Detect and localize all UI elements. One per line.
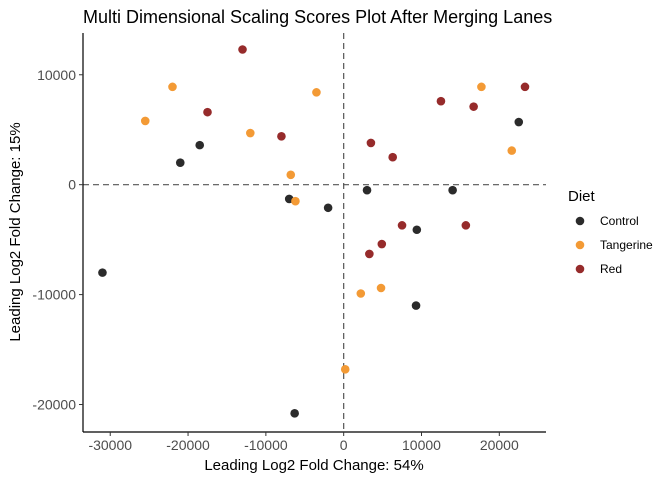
point-tangerine-5: [291, 196, 300, 206]
point-control-6: [323, 203, 333, 213]
legend-item-tangerine: Tangerine: [575, 238, 653, 252]
point-red-12: [461, 221, 471, 230]
point-red-8: [397, 221, 407, 230]
legend-marker: [575, 240, 585, 250]
x-tick-label: -10000: [244, 437, 288, 453]
point-control-5: [290, 409, 299, 418]
point-red-7: [377, 239, 387, 249]
point-red-5: [388, 152, 398, 162]
legend-marker: [575, 264, 585, 274]
y-axis-title: Leading Log2 Fold Change: 15%: [7, 122, 24, 341]
legend-label: Tangerine: [600, 238, 653, 252]
x-tick-label: 0: [340, 437, 348, 453]
data-points: [98, 45, 530, 418]
point-control-3: [195, 140, 205, 150]
point-control-1: [98, 268, 107, 277]
point-tangerine-11: [507, 146, 517, 155]
series-red: [203, 45, 530, 259]
point-control-10: [448, 185, 457, 195]
point-red-9: [436, 96, 446, 106]
point-control-9: [411, 301, 421, 310]
axes: -30000 -20000 -10000 0 10000 20000 -20000 -1000…: [32, 33, 546, 453]
legend-item-red: Red: [575, 262, 622, 276]
x-tick-label: -30000: [88, 437, 132, 453]
x-tick-label: 20000: [480, 437, 519, 453]
point-control-7: [362, 185, 372, 195]
y-tick-label: -20000: [32, 397, 76, 413]
point-tangerine-9: [376, 283, 386, 293]
legend: Diet Control Tangerine Red: [568, 188, 653, 276]
x-tick-label: -20000: [166, 437, 210, 453]
point-tangerine-10: [477, 82, 486, 92]
point-tangerine-1: [140, 116, 150, 126]
series-tangerine: [140, 82, 517, 374]
legend-item-control: Control: [575, 214, 639, 228]
y-tick-label: 10000: [37, 67, 76, 83]
legend-label: Red: [600, 262, 622, 276]
series-control: [98, 117, 524, 418]
point-red-4: [366, 138, 376, 148]
point-red-11: [520, 82, 530, 92]
point-tangerine-8: [356, 289, 366, 298]
chart-title: Multi Dimensional Scaling Scores Plot Af…: [83, 7, 552, 27]
y-tick-label: -10000: [32, 287, 76, 303]
point-red-1: [238, 45, 247, 54]
point-control-11: [514, 117, 524, 127]
point-tangerine-2: [168, 82, 177, 92]
point-red-10: [469, 102, 478, 111]
point-tangerine-4: [286, 170, 296, 180]
point-red-3: [277, 132, 286, 141]
legend-title: Diet: [568, 188, 596, 205]
point-red-2: [203, 107, 212, 117]
x-axis-title: Leading Log2 Fold Change: 54%: [204, 457, 423, 474]
x-tick-label: 10000: [402, 437, 441, 453]
y-tick-label: 0: [68, 177, 76, 193]
point-tangerine-7: [340, 365, 350, 374]
point-control-8: [412, 225, 422, 235]
point-tangerine-6: [312, 88, 321, 97]
point-red-6: [365, 249, 374, 259]
point-control-2: [175, 158, 185, 168]
plot-area: -30000 -20000 -10000 0 10000 20000 -20000 -1000…: [32, 33, 546, 453]
legend-marker: [575, 216, 585, 226]
point-tangerine-3: [246, 128, 255, 138]
legend-label: Control: [600, 214, 639, 228]
